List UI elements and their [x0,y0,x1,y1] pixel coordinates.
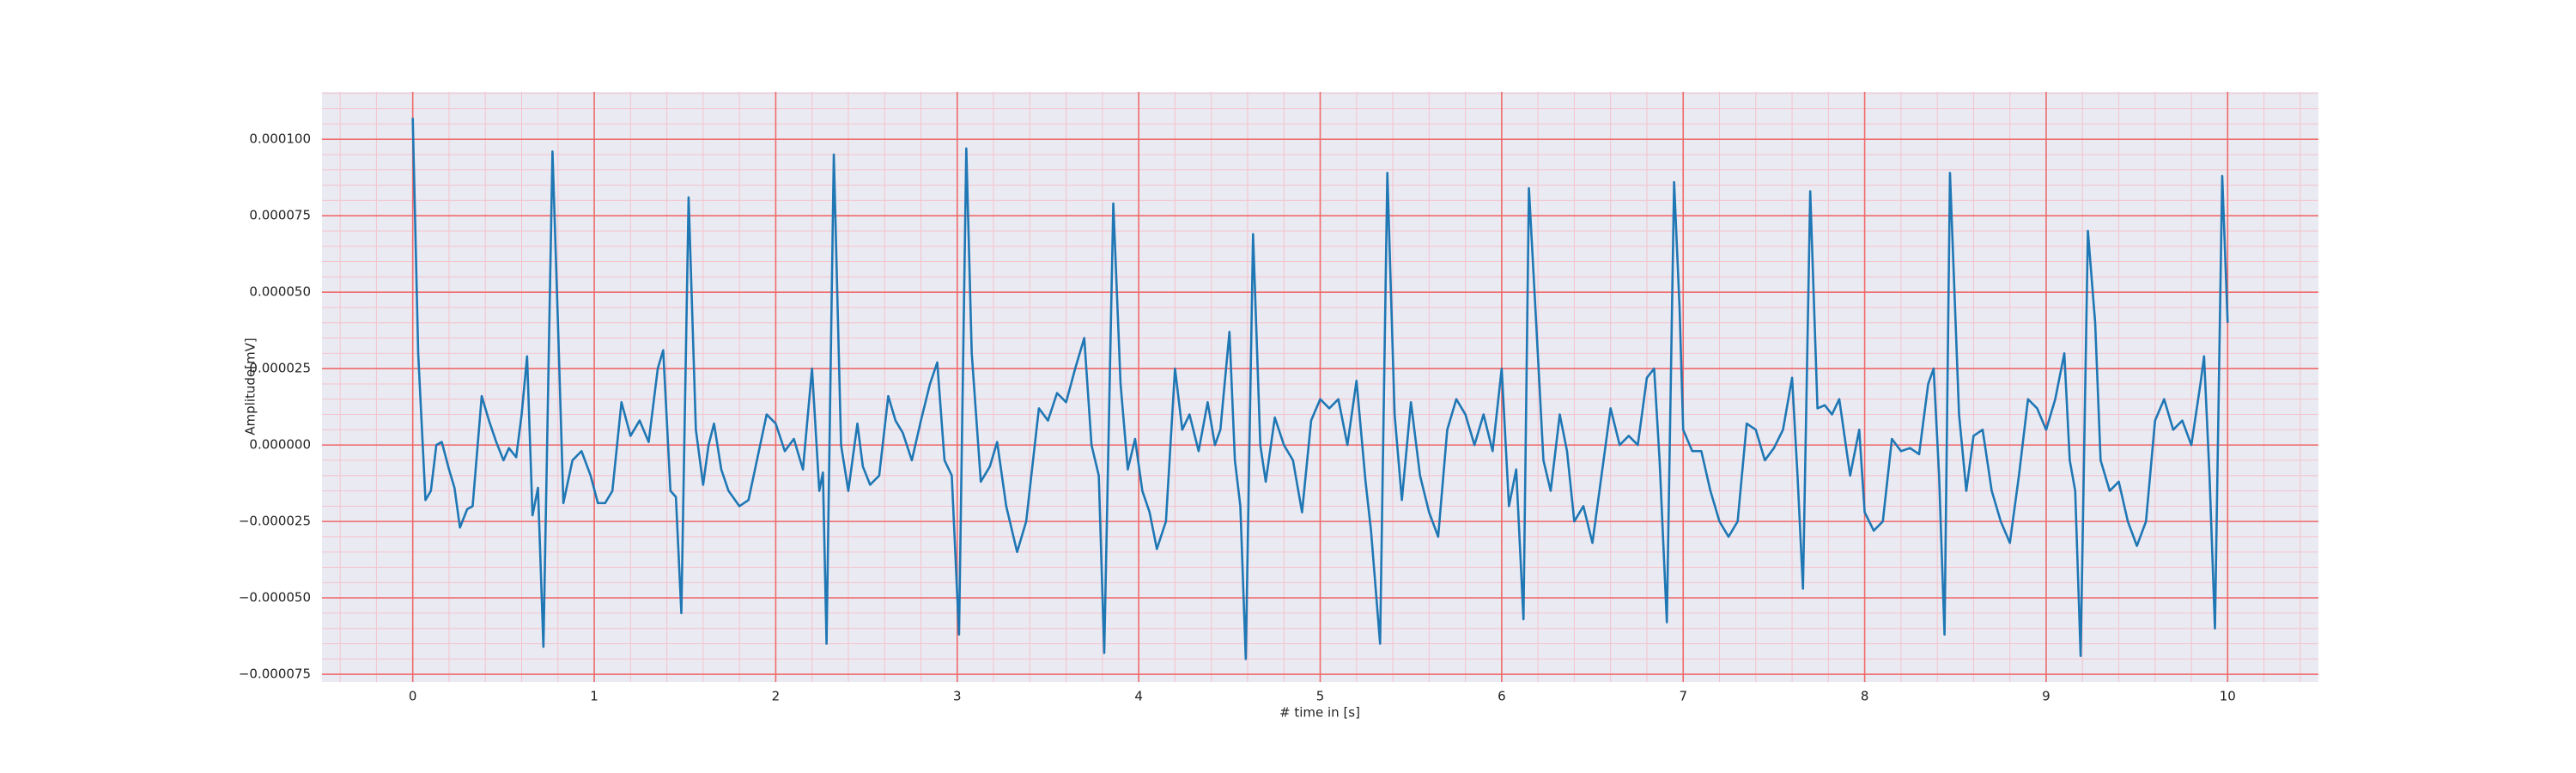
x-tick-label: 7 [1679,689,1687,704]
x-tick-label: 3 [953,689,962,704]
x-axis-label: # time in [s] [1279,705,1360,721]
x-tick-label: 9 [2042,689,2050,704]
x-tick-label: 2 [772,689,781,704]
y-tick-label: −0.000075 [239,666,311,682]
x-tick-label: 6 [1498,689,1506,704]
x-tick-label: 0 [409,689,417,704]
y-tick-label: 0.000075 [249,208,311,223]
x-tick-label: 5 [1316,689,1325,704]
y-tick-label: −0.000025 [239,514,311,529]
x-tick-label: 8 [1861,689,1869,704]
y-tick-label: 0.000025 [249,361,311,376]
x-tick-label: 4 [1134,689,1143,704]
y-tick-label: 0.000000 [249,437,311,453]
x-tick-label: 10 [2220,689,2236,704]
y-tick-label: −0.000050 [239,590,311,606]
x-tick-label: 1 [590,689,598,704]
y-tick-label: 0.000100 [249,131,311,147]
y-tick-label: 0.000050 [249,284,311,300]
y-axis-label: Amplitude[mV] [243,338,258,435]
signal-line [411,118,2229,660]
